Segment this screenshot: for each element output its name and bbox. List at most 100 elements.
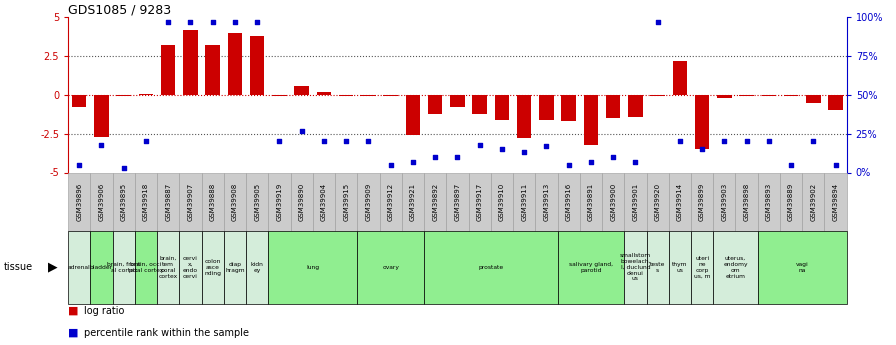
Text: GSM39906: GSM39906 (99, 183, 105, 221)
Bar (68, 172, 90, 231)
Bar (157, 231, 179, 304)
Point (673, 139, 687, 144)
Bar (673, 61, 687, 95)
Bar (446, 172, 469, 231)
Bar (625, 231, 647, 304)
Bar (424, 231, 557, 304)
Text: brain, occi
pital cortex: brain, occi pital cortex (129, 262, 163, 273)
Bar (339, 95, 353, 96)
Bar (713, 231, 758, 304)
Bar (406, 95, 420, 135)
Bar (668, 172, 691, 231)
Text: GSM39907: GSM39907 (187, 183, 194, 221)
Text: GSM39911: GSM39911 (521, 183, 527, 221)
Bar (316, 92, 332, 95)
Text: GSM39894: GSM39894 (832, 183, 839, 221)
Text: colon
asce
nding: colon asce nding (204, 259, 221, 276)
Text: GSM39920: GSM39920 (655, 183, 660, 221)
Bar (513, 172, 535, 231)
Text: ▶: ▶ (48, 261, 58, 274)
Text: vagi
na: vagi na (796, 262, 808, 273)
Text: GSM39891: GSM39891 (588, 183, 594, 221)
Bar (562, 95, 576, 121)
Bar (535, 172, 557, 231)
Text: GSM39908: GSM39908 (232, 183, 238, 221)
Bar (313, 172, 335, 231)
Bar (224, 172, 246, 231)
Text: GSM39919: GSM39919 (277, 183, 282, 221)
Bar (90, 231, 113, 304)
Text: GSM39916: GSM39916 (565, 183, 572, 221)
Point (295, 128, 309, 134)
Bar (668, 231, 691, 304)
Bar (250, 36, 264, 95)
Bar (424, 172, 446, 231)
Bar (695, 95, 710, 149)
Point (517, 150, 531, 155)
Bar (539, 95, 554, 120)
Point (628, 159, 642, 165)
Text: brain,
tem
poral
cortex: brain, tem poral cortex (159, 256, 177, 278)
Bar (717, 95, 732, 98)
Text: ■: ■ (68, 306, 79, 316)
Point (829, 162, 843, 168)
Bar (401, 172, 424, 231)
Bar (202, 231, 224, 304)
Bar (179, 231, 202, 304)
Point (472, 142, 487, 147)
Text: thym
us: thym us (672, 262, 687, 273)
Bar (806, 95, 821, 103)
Bar (295, 86, 309, 95)
Point (205, 19, 220, 25)
Text: teste
s: teste s (650, 262, 666, 273)
Text: GSM39915: GSM39915 (343, 183, 349, 221)
Bar (161, 45, 176, 95)
Bar (335, 172, 358, 231)
Point (116, 165, 131, 171)
Text: smallstom
bowelach,
l, duclund
denui
us: smallstom bowelach, l, duclund denui us (620, 253, 651, 282)
Text: GSM39892: GSM39892 (432, 183, 438, 221)
Bar (380, 172, 401, 231)
Text: GSM39900: GSM39900 (610, 183, 616, 221)
Point (539, 144, 554, 149)
Point (606, 154, 620, 160)
Text: GSM39901: GSM39901 (633, 183, 638, 221)
Bar (802, 172, 824, 231)
Text: GSM39899: GSM39899 (699, 183, 705, 221)
Bar (358, 231, 424, 304)
Text: GSM39890: GSM39890 (298, 183, 305, 221)
Bar (450, 95, 465, 107)
Bar (517, 95, 531, 138)
Bar (713, 172, 736, 231)
Bar (113, 172, 134, 231)
Bar (183, 30, 198, 95)
Bar (268, 231, 358, 304)
Bar (472, 95, 487, 114)
Text: GSM39917: GSM39917 (477, 183, 483, 221)
Point (428, 154, 443, 160)
Bar (758, 231, 847, 304)
Point (583, 159, 598, 165)
Bar (580, 172, 602, 231)
Point (161, 19, 176, 25)
Bar (736, 172, 758, 231)
Bar (113, 231, 134, 304)
Bar (228, 33, 242, 95)
Text: GSM39893: GSM39893 (766, 183, 771, 221)
Bar (224, 231, 246, 304)
Bar (491, 172, 513, 231)
Point (139, 139, 153, 144)
Bar (606, 95, 620, 118)
Bar (205, 45, 220, 95)
Bar (784, 95, 798, 96)
Point (650, 19, 665, 25)
Bar (358, 172, 380, 231)
Bar (246, 172, 268, 231)
Bar (602, 172, 625, 231)
Bar (583, 95, 599, 145)
Bar (495, 95, 509, 120)
Text: GSM39912: GSM39912 (388, 183, 393, 221)
Point (562, 162, 576, 168)
Text: ovary: ovary (383, 265, 399, 270)
Bar (383, 95, 398, 96)
